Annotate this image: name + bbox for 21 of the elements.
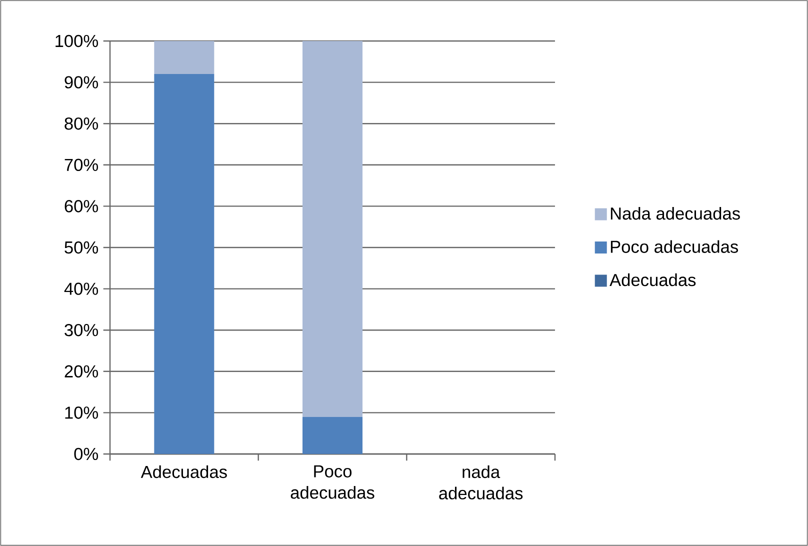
y-tick-label: 10% [65, 406, 98, 419]
bar [154, 40, 214, 74]
x-tick-label: Poco adecuadas [290, 465, 374, 499]
bar [154, 74, 214, 454]
y-tick-label: 80% [64, 117, 98, 130]
x-tick-label: nada adecuadas [439, 465, 523, 500]
legend-label: Adecuadas [610, 273, 696, 286]
legend-label: Nada adecuadas [610, 206, 740, 220]
y-tick-label: 30% [64, 324, 98, 336]
y-tick-label: 100% [56, 34, 98, 48]
legend-label: Poco adecuadas [610, 240, 738, 253]
y-tick-label: 90% [64, 76, 98, 88]
bar [302, 416, 362, 454]
bar [302, 40, 362, 417]
y-tick-label: 50% [64, 241, 98, 254]
y-tick-label: 20% [64, 365, 98, 378]
y-tick-label: 0% [74, 448, 98, 460]
y-tick-label: 70% [64, 158, 98, 172]
y-tick-label: 60% [64, 200, 98, 212]
y-tick-label: 40% [64, 282, 98, 295]
x-tick-label: Adecuadas [140, 465, 227, 478]
